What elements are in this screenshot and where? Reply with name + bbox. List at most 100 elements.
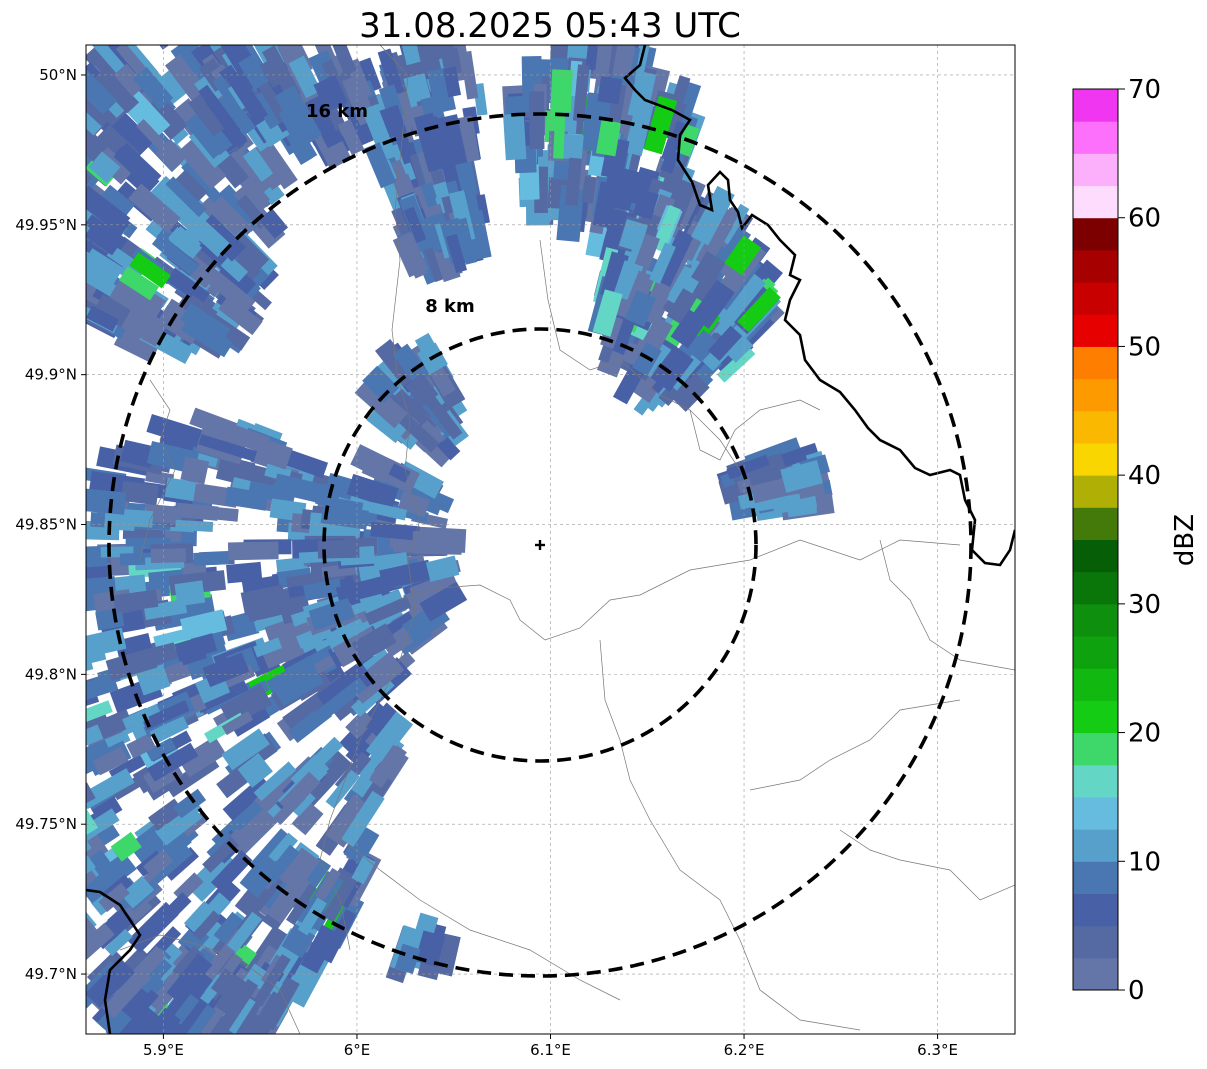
echo-bin bbox=[691, 251, 726, 289]
echo-bin bbox=[168, 226, 203, 259]
echo-bin bbox=[212, 75, 237, 104]
colorbar-tick-label: 30 bbox=[1128, 590, 1161, 620]
echo-bin bbox=[460, 50, 479, 100]
echo-bin bbox=[634, 233, 660, 269]
echo-bin bbox=[237, 752, 273, 788]
echo-bin bbox=[519, 164, 540, 200]
echo-bin bbox=[113, 142, 162, 190]
echo-bin bbox=[335, 574, 392, 605]
echo-bin bbox=[415, 930, 446, 967]
echo-bin bbox=[370, 521, 420, 541]
echo-bin bbox=[613, 260, 642, 301]
colorbar-band bbox=[1073, 410, 1118, 444]
echo-bin bbox=[173, 788, 207, 819]
echo-bin bbox=[503, 113, 527, 161]
echo-bin bbox=[210, 850, 253, 893]
echo-bin bbox=[226, 561, 263, 584]
echo-bin bbox=[20, 631, 56, 648]
x-tick-label: 6.3°E bbox=[917, 1041, 958, 1059]
commune-boundary bbox=[539, 239, 741, 471]
echo-bin bbox=[366, 404, 409, 444]
echo-bin bbox=[48, 164, 79, 192]
echo-bin bbox=[337, 119, 365, 156]
echo-bin bbox=[210, 968, 237, 997]
y-tick-label: 49.75°N bbox=[15, 815, 77, 833]
echo-bin bbox=[429, 45, 456, 60]
y-tick-label: 49.85°N bbox=[15, 516, 77, 534]
echo-bin bbox=[40, 602, 82, 629]
echo-bin bbox=[121, 307, 167, 347]
echo-bin bbox=[193, 551, 229, 566]
echo-bin bbox=[233, 180, 270, 218]
echo-bin bbox=[351, 623, 397, 663]
echo-bin bbox=[289, 789, 316, 817]
echo-bin bbox=[10, 775, 55, 804]
echo-bin bbox=[192, 910, 222, 941]
echo-bin bbox=[315, 677, 368, 722]
echo-bin bbox=[86, 96, 102, 136]
figure-title: 31.08.2025 05:43 UTC bbox=[359, 6, 741, 46]
echo-bin bbox=[332, 45, 357, 76]
echo-bin bbox=[443, 66, 462, 98]
echo-bin bbox=[21, 587, 73, 607]
echo-bin bbox=[49, 721, 79, 746]
echo-bin bbox=[652, 204, 681, 253]
colorbar-label: dBZ bbox=[1170, 514, 1200, 566]
echo-bin bbox=[3, 714, 57, 746]
echo-bin bbox=[226, 70, 269, 124]
echo-bin bbox=[697, 207, 739, 263]
echo-bin bbox=[189, 407, 238, 440]
colorbar-band bbox=[1073, 861, 1118, 894]
echo-bin bbox=[600, 251, 629, 299]
echo-bin bbox=[362, 365, 400, 403]
echo-bin bbox=[105, 647, 158, 681]
echo-bin bbox=[627, 70, 657, 119]
echo-bin bbox=[345, 709, 375, 740]
commune-boundary bbox=[839, 829, 1015, 901]
echo-bin bbox=[120, 480, 159, 506]
country-border bbox=[86, 888, 142, 1034]
echo-bin bbox=[217, 184, 263, 233]
colorbar-band bbox=[1073, 571, 1118, 605]
echo-bin bbox=[202, 652, 250, 688]
echo-bin bbox=[361, 104, 398, 162]
echo-bin bbox=[86, 134, 99, 169]
echo-bin bbox=[179, 208, 231, 258]
echo-bin bbox=[320, 909, 357, 964]
echo-bin bbox=[315, 867, 341, 901]
echo-bin bbox=[168, 169, 208, 210]
echo-bin bbox=[220, 684, 273, 727]
echo-bin bbox=[585, 45, 598, 71]
echo-bin bbox=[176, 502, 219, 521]
echo-bin bbox=[425, 555, 460, 582]
echo-bin bbox=[175, 1004, 217, 1034]
echo-bin bbox=[671, 373, 710, 412]
echo-bin bbox=[445, 233, 468, 274]
echo-bin bbox=[341, 790, 385, 848]
commune-boundary bbox=[119, 934, 301, 1034]
commune-boundary bbox=[879, 539, 1015, 671]
echo-bin bbox=[113, 63, 146, 97]
colorbar-tick-label: 70 bbox=[1128, 75, 1161, 105]
echo-bin bbox=[597, 76, 623, 105]
echo-bin bbox=[180, 609, 228, 641]
echo-bin bbox=[141, 700, 190, 731]
echo-bin bbox=[365, 711, 414, 764]
echo-bin bbox=[151, 234, 200, 276]
echo-bin bbox=[86, 150, 88, 185]
echo-bin bbox=[649, 242, 676, 284]
echo-bin bbox=[14, 635, 47, 656]
x-tick-label: 6.2°E bbox=[724, 1041, 765, 1059]
echo-bin bbox=[86, 576, 117, 598]
echo-bin bbox=[224, 486, 269, 511]
echo-bin bbox=[288, 55, 322, 99]
echo-bin bbox=[650, 345, 694, 392]
echo-bin bbox=[317, 539, 360, 559]
echo-bin bbox=[152, 892, 192, 931]
y-tick-label: 49.8°N bbox=[25, 665, 77, 683]
echo-bin bbox=[581, 175, 597, 204]
echo-bin bbox=[180, 456, 210, 485]
echo-bin bbox=[325, 769, 360, 809]
echo-bin bbox=[314, 578, 343, 600]
echo-bin bbox=[146, 742, 199, 782]
